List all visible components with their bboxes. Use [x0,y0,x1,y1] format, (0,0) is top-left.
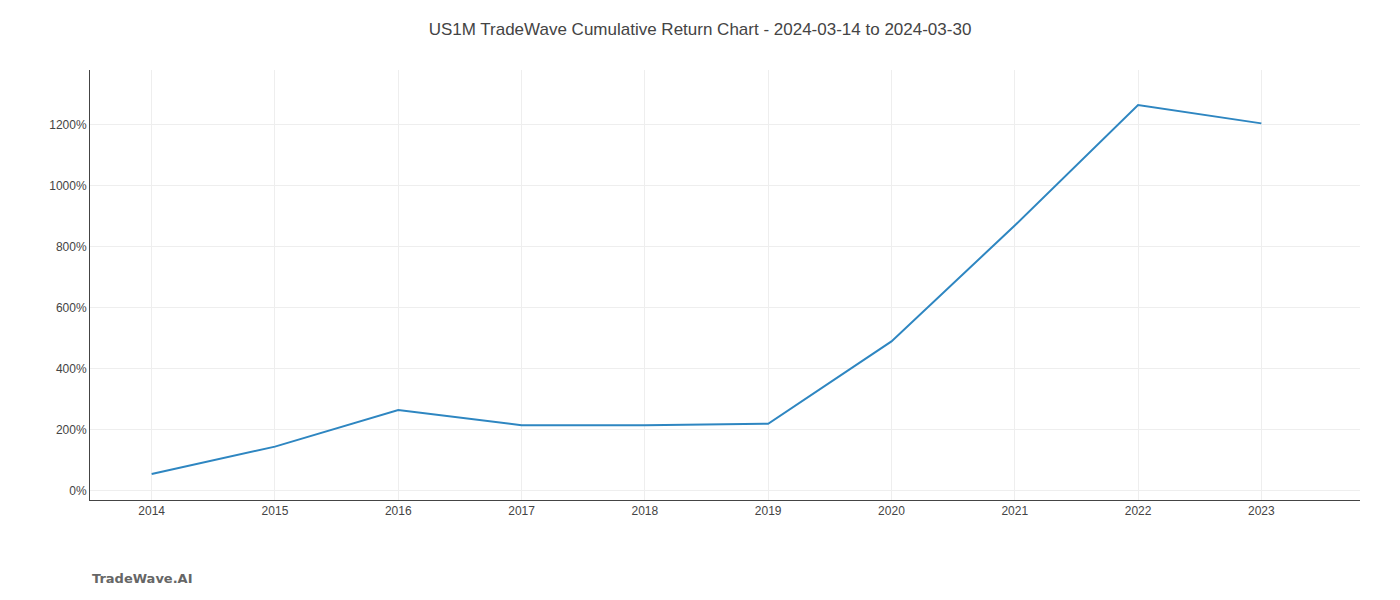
svg-text:2014: 2014 [138,504,165,518]
svg-text:2020: 2020 [878,504,905,518]
svg-text:1200%: 1200% [49,118,87,132]
svg-text:2021: 2021 [1001,504,1028,518]
svg-text:2017: 2017 [508,504,535,518]
svg-text:2023: 2023 [1248,504,1275,518]
svg-text:2016: 2016 [385,504,412,518]
svg-text:2022: 2022 [1125,504,1152,518]
svg-text:US1M TradeWave Cumulative Retu: US1M TradeWave Cumulative Return Chart -… [429,20,972,39]
svg-text:1000%: 1000% [49,179,87,193]
svg-text:200%: 200% [56,423,87,437]
svg-text:2018: 2018 [631,504,658,518]
svg-text:TradeWave.AI: TradeWave.AI [92,571,193,586]
svg-text:400%: 400% [56,362,87,376]
svg-text:2015: 2015 [262,504,289,518]
svg-text:600%: 600% [56,301,87,315]
svg-text:800%: 800% [56,240,87,254]
svg-text:2019: 2019 [755,504,782,518]
svg-text:0%: 0% [69,484,87,498]
